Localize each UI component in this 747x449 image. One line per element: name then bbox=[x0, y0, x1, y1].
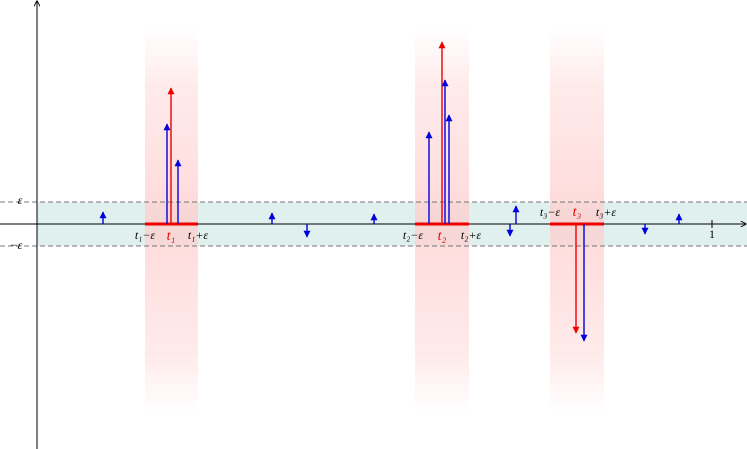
x-tick-label: 1 bbox=[709, 227, 715, 241]
interval-center: t₃ bbox=[573, 205, 582, 220]
interval-left: t₁−ε bbox=[135, 228, 156, 242]
interval-center: t₁ bbox=[167, 229, 176, 244]
interval-left: t₃−ε bbox=[540, 205, 561, 219]
neg-epsilon-label: −ε bbox=[10, 238, 23, 252]
interval-right: t₃+ε bbox=[596, 205, 617, 219]
interval-left: t₂−ε bbox=[403, 228, 424, 242]
interval-center: t₂ bbox=[438, 229, 447, 244]
epsilon-label: ε bbox=[18, 193, 23, 207]
interval-right: t₁+ε bbox=[188, 228, 209, 242]
interval-right: t₂+ε bbox=[461, 228, 482, 242]
spikes bbox=[99, 41, 683, 342]
